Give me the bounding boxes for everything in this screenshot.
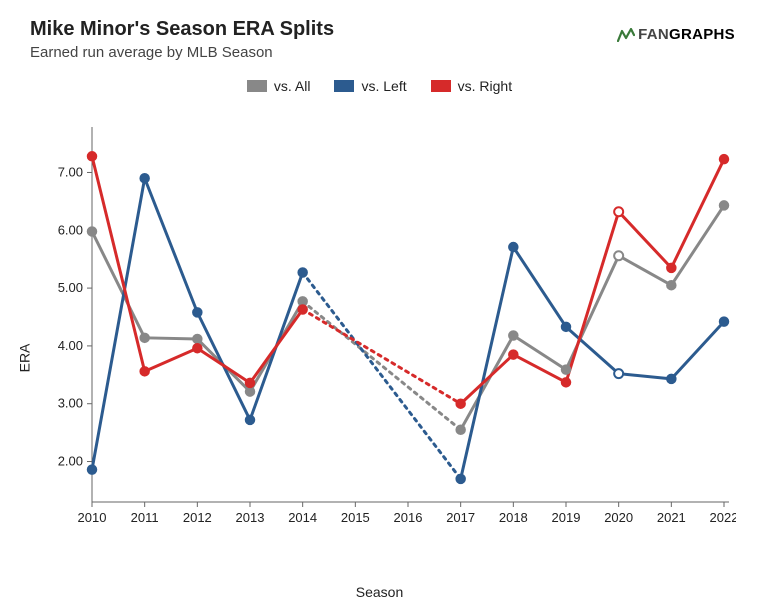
brand-icon (617, 28, 635, 42)
x-tick-label: 2021 (657, 510, 686, 525)
legend-swatch (247, 80, 267, 92)
data-point (88, 227, 97, 236)
legend-label: vs. Right (458, 78, 512, 94)
data-point (246, 415, 255, 424)
data-point (193, 308, 202, 317)
x-tick-label: 2010 (78, 510, 107, 525)
data-point (298, 268, 307, 277)
data-point (667, 374, 676, 383)
data-point (562, 378, 571, 387)
data-point (193, 334, 202, 343)
legend-item: vs. All (247, 78, 311, 94)
plot-area: 2.00 3.00 4.00 5.00 6.00 7.00 2010 2011 2012 2013… (36, 120, 736, 590)
y-tick-label: 2.00 (58, 454, 83, 469)
brand-text-2: GRAPHS (669, 26, 735, 43)
y-axis-label: ERA (16, 344, 32, 373)
x-tick-label: 2011 (131, 510, 159, 525)
legend-item: vs. Left (334, 78, 406, 94)
x-tick-label: 2013 (236, 510, 265, 525)
series-line (92, 156, 724, 403)
x-tick-label: 2014 (288, 510, 317, 525)
data-point (667, 281, 676, 290)
legend: vs. All vs. Left vs. Right (0, 78, 759, 95)
y-tick-label: 7.00 (58, 164, 83, 179)
data-point (456, 425, 465, 434)
plot-svg: 2.00 3.00 4.00 5.00 6.00 7.00 2010 2011 2012 2013… (36, 120, 736, 570)
series-line (92, 205, 724, 429)
brand-text-1: FAN (638, 26, 669, 43)
data-point (193, 344, 202, 353)
data-point (667, 263, 676, 272)
data-point (509, 350, 518, 359)
chart-container: Mike Minor's Season ERA Splits Earned ru… (0, 0, 759, 616)
y-tick-label: 5.00 (58, 280, 83, 295)
data-point (246, 378, 255, 387)
y-tick-label: 6.00 (58, 222, 83, 237)
data-point (509, 243, 518, 252)
data-point (140, 333, 149, 342)
data-point (140, 367, 149, 376)
data-point (614, 369, 623, 378)
legend-swatch (431, 80, 451, 92)
data-point (298, 305, 307, 314)
y-tick-label: 3.00 (58, 396, 83, 411)
series-line-dashed (303, 301, 461, 429)
data-point (720, 201, 729, 210)
chart-subtitle: Earned run average by MLB Season (30, 44, 273, 61)
data-point (456, 399, 465, 408)
data-point (720, 317, 729, 326)
data-point (456, 474, 465, 483)
legend-label: vs. Left (361, 78, 406, 94)
chart-title: Mike Minor's Season ERA Splits (30, 18, 334, 41)
data-point (562, 322, 571, 331)
x-tick-label: 2012 (183, 510, 212, 525)
data-point (720, 155, 729, 164)
x-tick-label: 2020 (604, 510, 633, 525)
legend-label: vs. All (274, 78, 311, 94)
data-point (88, 152, 97, 161)
y-tick-label: 4.00 (58, 338, 83, 353)
x-tick-label: 2015 (341, 510, 370, 525)
x-tick-label: 2016 (394, 510, 423, 525)
x-tick-label: 2022 (710, 510, 736, 525)
x-tick-label: 2018 (499, 510, 528, 525)
x-tick-label: 2017 (446, 510, 475, 525)
data-point (614, 251, 623, 260)
data-point (246, 387, 255, 396)
series-line-dashed (303, 272, 461, 478)
x-axis-label: Season (0, 584, 759, 600)
data-point (562, 365, 571, 374)
data-point (88, 465, 97, 474)
data-point (509, 331, 518, 340)
legend-swatch (334, 80, 354, 92)
legend-item: vs. Right (431, 78, 512, 94)
data-point (140, 174, 149, 183)
series-line-dashed (303, 309, 461, 403)
x-tick-label: 2019 (552, 510, 581, 525)
brand-logo: FANGRAPHS (617, 26, 735, 43)
data-point (614, 207, 623, 216)
